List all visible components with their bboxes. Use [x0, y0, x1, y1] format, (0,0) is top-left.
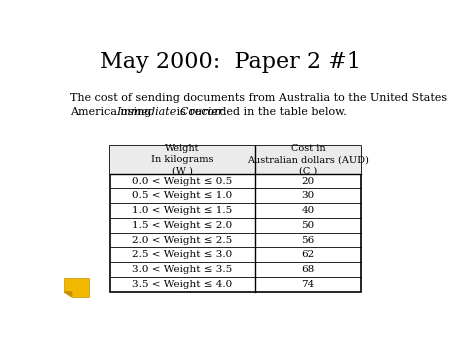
Text: 3.0 < Weight ≤ 3.5: 3.0 < Weight ≤ 3.5	[132, 265, 233, 274]
Text: May 2000:  Paper 2 #1: May 2000: Paper 2 #1	[100, 51, 361, 73]
Text: 40: 40	[302, 206, 315, 215]
Text: 56: 56	[302, 236, 315, 245]
Text: 30: 30	[302, 191, 315, 200]
Text: 2.5 < Weight ≤ 3.0: 2.5 < Weight ≤ 3.0	[132, 250, 233, 259]
Text: Cost in
Australian dollars (AUD)
(C ): Cost in Australian dollars (AUD) (C )	[247, 144, 369, 176]
Text: 1.5 < Weight ≤ 2.0: 1.5 < Weight ≤ 2.0	[132, 221, 233, 230]
Polygon shape	[64, 278, 89, 297]
Text: is recorded in the table below.: is recorded in the table below.	[173, 107, 347, 117]
Text: 3.5 < Weight ≤ 4.0: 3.5 < Weight ≤ 4.0	[132, 280, 233, 289]
Text: 62: 62	[302, 250, 315, 259]
Text: 68: 68	[302, 265, 315, 274]
Text: Immediate Courier: Immediate Courier	[116, 107, 223, 117]
Text: America using: America using	[70, 107, 155, 117]
Polygon shape	[64, 292, 72, 297]
Text: 1.0 < Weight ≤ 1.5: 1.0 < Weight ≤ 1.5	[132, 206, 233, 215]
Text: 2.0 < Weight ≤ 2.5: 2.0 < Weight ≤ 2.5	[132, 236, 233, 245]
Text: 0.5 < Weight ≤ 1.0: 0.5 < Weight ≤ 1.0	[132, 191, 233, 200]
Text: 0.0 < Weight ≤ 0.5: 0.0 < Weight ≤ 0.5	[132, 176, 233, 186]
Text: Weight
In kilograms
(W ): Weight In kilograms (W )	[151, 144, 214, 176]
Text: 20: 20	[302, 176, 315, 186]
Text: The cost of sending documents from Australia to the United States of: The cost of sending documents from Austr…	[70, 93, 450, 103]
Text: 74: 74	[302, 280, 315, 289]
Text: 50: 50	[302, 221, 315, 230]
